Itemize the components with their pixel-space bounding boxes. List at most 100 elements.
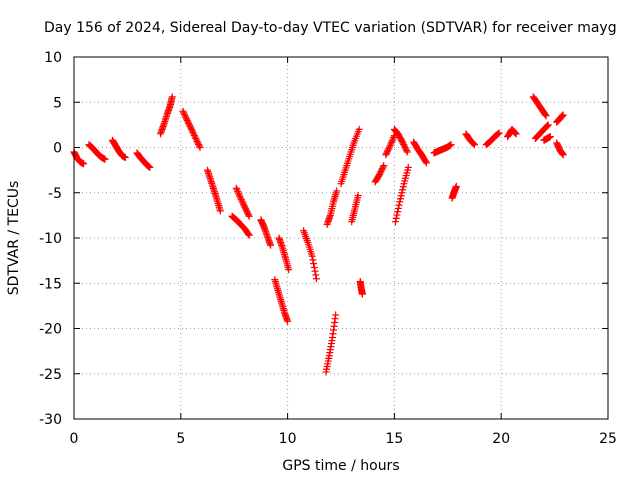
data-point <box>245 212 253 220</box>
data-point <box>382 151 390 159</box>
data-point <box>391 218 399 226</box>
data-point <box>237 196 245 204</box>
data-point <box>235 191 243 199</box>
x-tick-label: 10 <box>279 431 297 447</box>
data-point <box>245 231 253 239</box>
data-point <box>190 130 198 138</box>
data-point <box>398 189 406 197</box>
data-point <box>232 184 240 192</box>
axis-ticks <box>73 56 609 420</box>
x-axis-title: GPS time / hours <box>282 458 399 474</box>
data-point <box>311 267 319 275</box>
data-series-arc-27 <box>482 129 503 149</box>
data-point <box>389 135 397 143</box>
data-series-arc-15 <box>322 311 340 376</box>
data-series-arc-14 <box>323 187 341 228</box>
data-point <box>168 93 176 101</box>
data-point <box>186 122 194 130</box>
data-point <box>237 194 245 202</box>
data-point <box>375 171 383 179</box>
data-series-arc-26 <box>462 130 478 149</box>
data-point <box>193 137 201 145</box>
data-point <box>385 143 393 151</box>
data-point <box>399 186 407 194</box>
data-point <box>390 133 398 141</box>
data-point <box>179 107 187 115</box>
data-point <box>383 148 391 156</box>
data-point <box>404 163 412 171</box>
data-point <box>192 136 200 144</box>
data-point <box>180 110 188 118</box>
data-point <box>187 124 195 132</box>
y-tick-label: -15 <box>39 276 62 292</box>
data-point <box>191 133 199 141</box>
data-point <box>546 133 554 141</box>
data-series-arc-28 <box>504 125 520 141</box>
data-point <box>244 211 252 219</box>
x-tick-label: 15 <box>385 431 403 447</box>
data-point <box>358 290 366 298</box>
data-series-arc-25 <box>448 182 460 202</box>
data-series-arc-10 <box>257 216 275 249</box>
data-point <box>234 189 242 197</box>
x-tick-label: 5 <box>176 431 185 447</box>
data-point <box>242 205 250 213</box>
x-tick-label: 20 <box>492 431 510 447</box>
data-point <box>309 256 317 264</box>
x-tick-label: 25 <box>599 431 617 447</box>
data-point <box>399 183 407 191</box>
data-series-arc-21 <box>390 125 411 156</box>
data-point <box>401 144 409 151</box>
data-series-arc-07 <box>204 166 224 215</box>
data-point <box>402 145 410 153</box>
data-point <box>180 109 188 117</box>
data-point <box>470 140 478 148</box>
data-series-arc-01 <box>70 148 88 168</box>
y-tick-label: -20 <box>39 322 62 338</box>
data-series-arc-20 <box>382 132 398 159</box>
data-point <box>386 142 394 150</box>
grid-lines <box>74 57 608 419</box>
data-point <box>394 204 402 212</box>
data-point <box>511 128 519 136</box>
data-point <box>194 139 202 147</box>
data-point <box>185 119 193 127</box>
data-point <box>240 202 248 210</box>
data-point <box>452 182 460 190</box>
data-point <box>387 140 395 148</box>
data-point <box>182 113 190 121</box>
data-point <box>495 129 503 137</box>
data-point <box>379 163 387 171</box>
data-point <box>312 275 320 283</box>
data-point <box>333 187 341 195</box>
data-point <box>244 230 252 238</box>
data-point <box>196 144 204 151</box>
data-point <box>383 149 391 157</box>
x-tick-labels: 0 5 10 15 20 25 <box>70 431 617 447</box>
y-tick-label: -10 <box>39 231 62 247</box>
data-point <box>380 162 388 170</box>
data-series-arc-03 <box>108 136 129 161</box>
data-point <box>377 168 385 176</box>
y-tick-label: 5 <box>53 95 62 111</box>
data-point <box>243 208 251 216</box>
data-point <box>121 153 129 161</box>
y-tick-label: 10 <box>44 50 62 66</box>
data-point <box>239 200 247 208</box>
data-point <box>384 146 392 154</box>
data-point <box>195 142 203 150</box>
data-point <box>388 138 396 146</box>
data-point <box>494 130 502 138</box>
data-point <box>400 142 408 150</box>
data-point <box>396 198 404 206</box>
data-point <box>285 266 293 274</box>
data-point <box>543 122 551 130</box>
data-point <box>185 121 193 129</box>
data-point <box>308 252 316 260</box>
data-point <box>378 165 386 173</box>
data-point <box>354 191 362 199</box>
data-point <box>511 129 519 137</box>
data-series-arc-16 <box>337 125 363 188</box>
data-series-arc-12 <box>271 276 292 325</box>
data-point <box>183 116 191 124</box>
